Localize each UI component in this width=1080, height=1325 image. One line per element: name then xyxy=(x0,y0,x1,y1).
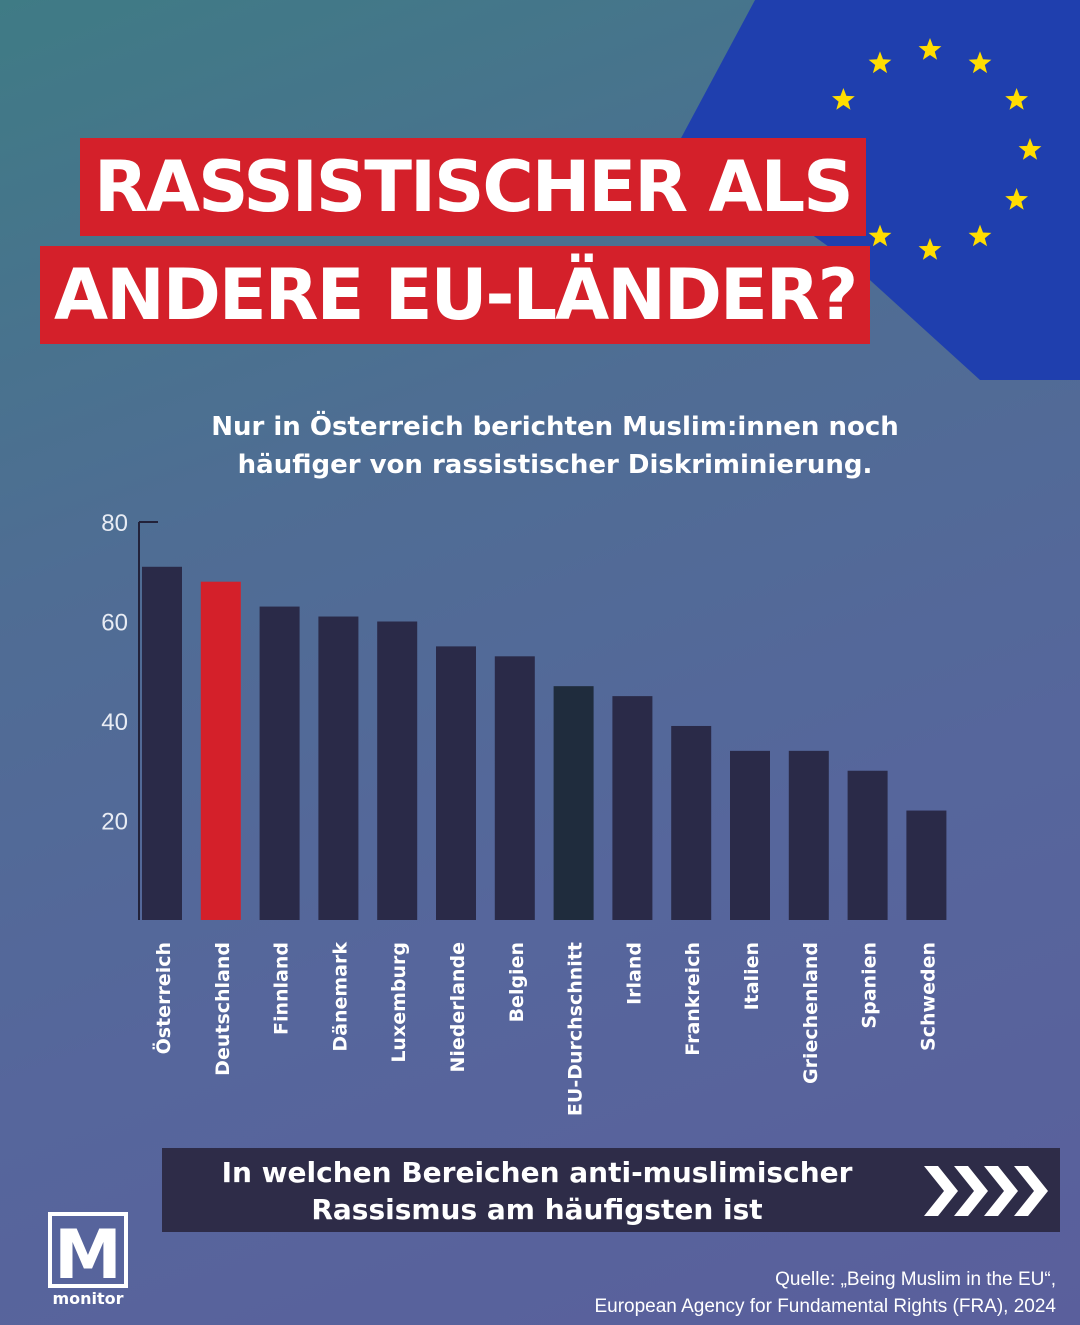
bar-chart: 20 40 60 80 Österreich Deutschland Finnland Dän… xyxy=(101,510,947,1116)
x-tick-label: Luxemburg xyxy=(388,942,410,1063)
x-tick-label: Deutschland xyxy=(212,942,234,1076)
eu-star-icon xyxy=(968,51,992,74)
eu-star-icon xyxy=(1005,188,1028,210)
logo-label: monitor xyxy=(52,1289,124,1308)
x-tick-label: Irland xyxy=(623,942,645,1005)
x-tick-label: Italien xyxy=(741,942,763,1010)
eu-star-icon xyxy=(918,38,942,60)
y-tick-label: 80 xyxy=(101,510,128,537)
bar-spanien xyxy=(847,770,888,920)
bar-österreich xyxy=(142,566,182,920)
eu-star-icon xyxy=(1018,138,1042,160)
eu-star-icon xyxy=(968,224,992,247)
bar-schweden xyxy=(906,810,947,920)
x-tick-label: Belgien xyxy=(506,942,528,1022)
x-tick-label: Dänemark xyxy=(329,942,351,1052)
eu-star-icon xyxy=(1005,88,1028,110)
x-tick-label: Finnland xyxy=(271,942,293,1035)
eu-flag-field xyxy=(680,0,1080,380)
bar-niederlande xyxy=(436,646,476,920)
chevrons-right-icon xyxy=(924,1166,1048,1216)
eu-star-icon xyxy=(918,238,942,260)
cta-line-2: Rassismus am häufigsten ist xyxy=(311,1193,763,1226)
x-tick-label: Österreich xyxy=(151,942,175,1054)
x-tick-label: EU-Durchschnitt xyxy=(565,942,587,1116)
bar-dänemark xyxy=(318,616,359,920)
bar-deutschland xyxy=(200,581,241,920)
eu-star-icon xyxy=(832,88,855,110)
source-line-2: European Agency for Fundamental Rights (… xyxy=(594,1296,1056,1317)
x-tick-label: Niederlande xyxy=(447,942,469,1073)
x-tick-label: Griechenland xyxy=(800,942,822,1084)
headline-line-2: ANDERE EU-LÄNDER? xyxy=(40,246,871,344)
y-tick-label: 40 xyxy=(101,709,128,736)
eu-star-icon xyxy=(868,224,892,247)
bar-irland xyxy=(612,696,653,920)
source-note: Quelle: „Being Muslim in the EU“, Europe… xyxy=(594,1266,1056,1320)
logo-letter: M xyxy=(54,1216,122,1295)
x-tick-label: Frankreich xyxy=(682,942,704,1056)
monitor-logo: M xyxy=(48,1212,128,1295)
bar-belgien xyxy=(494,656,535,920)
cta-line-1: In welchen Bereichen anti-muslimischer xyxy=(221,1156,853,1189)
eu-star-icon xyxy=(868,51,892,74)
chart-subtitle: Nur in Österreich berichten Muslim:innen… xyxy=(150,408,960,484)
next-slide-banner[interactable]: In welchen Bereichen anti-muslimischer R… xyxy=(162,1148,1060,1232)
subtitle-line-2: häufiger von rassistischer Diskriminieru… xyxy=(237,450,873,480)
bar-griechenland xyxy=(788,750,829,920)
bar-finnland xyxy=(259,606,300,920)
bar-italien xyxy=(730,750,770,920)
bar-frankreich xyxy=(671,725,712,920)
x-tick-label: Spanien xyxy=(859,942,881,1029)
y-tick-label: 60 xyxy=(101,610,128,637)
x-tick-label: Schweden xyxy=(917,942,939,1051)
subtitle-line-1: Nur in Österreich berichten Muslim:innen… xyxy=(211,412,899,442)
cta-text: In welchen Bereichen anti-muslimischer R… xyxy=(172,1154,902,1228)
y-tick-label: 20 xyxy=(101,809,128,836)
headline-line-1: RASSISTISCHER ALS xyxy=(80,138,866,236)
source-line-1: Quelle: „Being Muslim in the EU“, xyxy=(775,1269,1056,1290)
bar-luxemburg xyxy=(377,621,418,920)
bar-eu-durchschnitt xyxy=(553,686,594,920)
